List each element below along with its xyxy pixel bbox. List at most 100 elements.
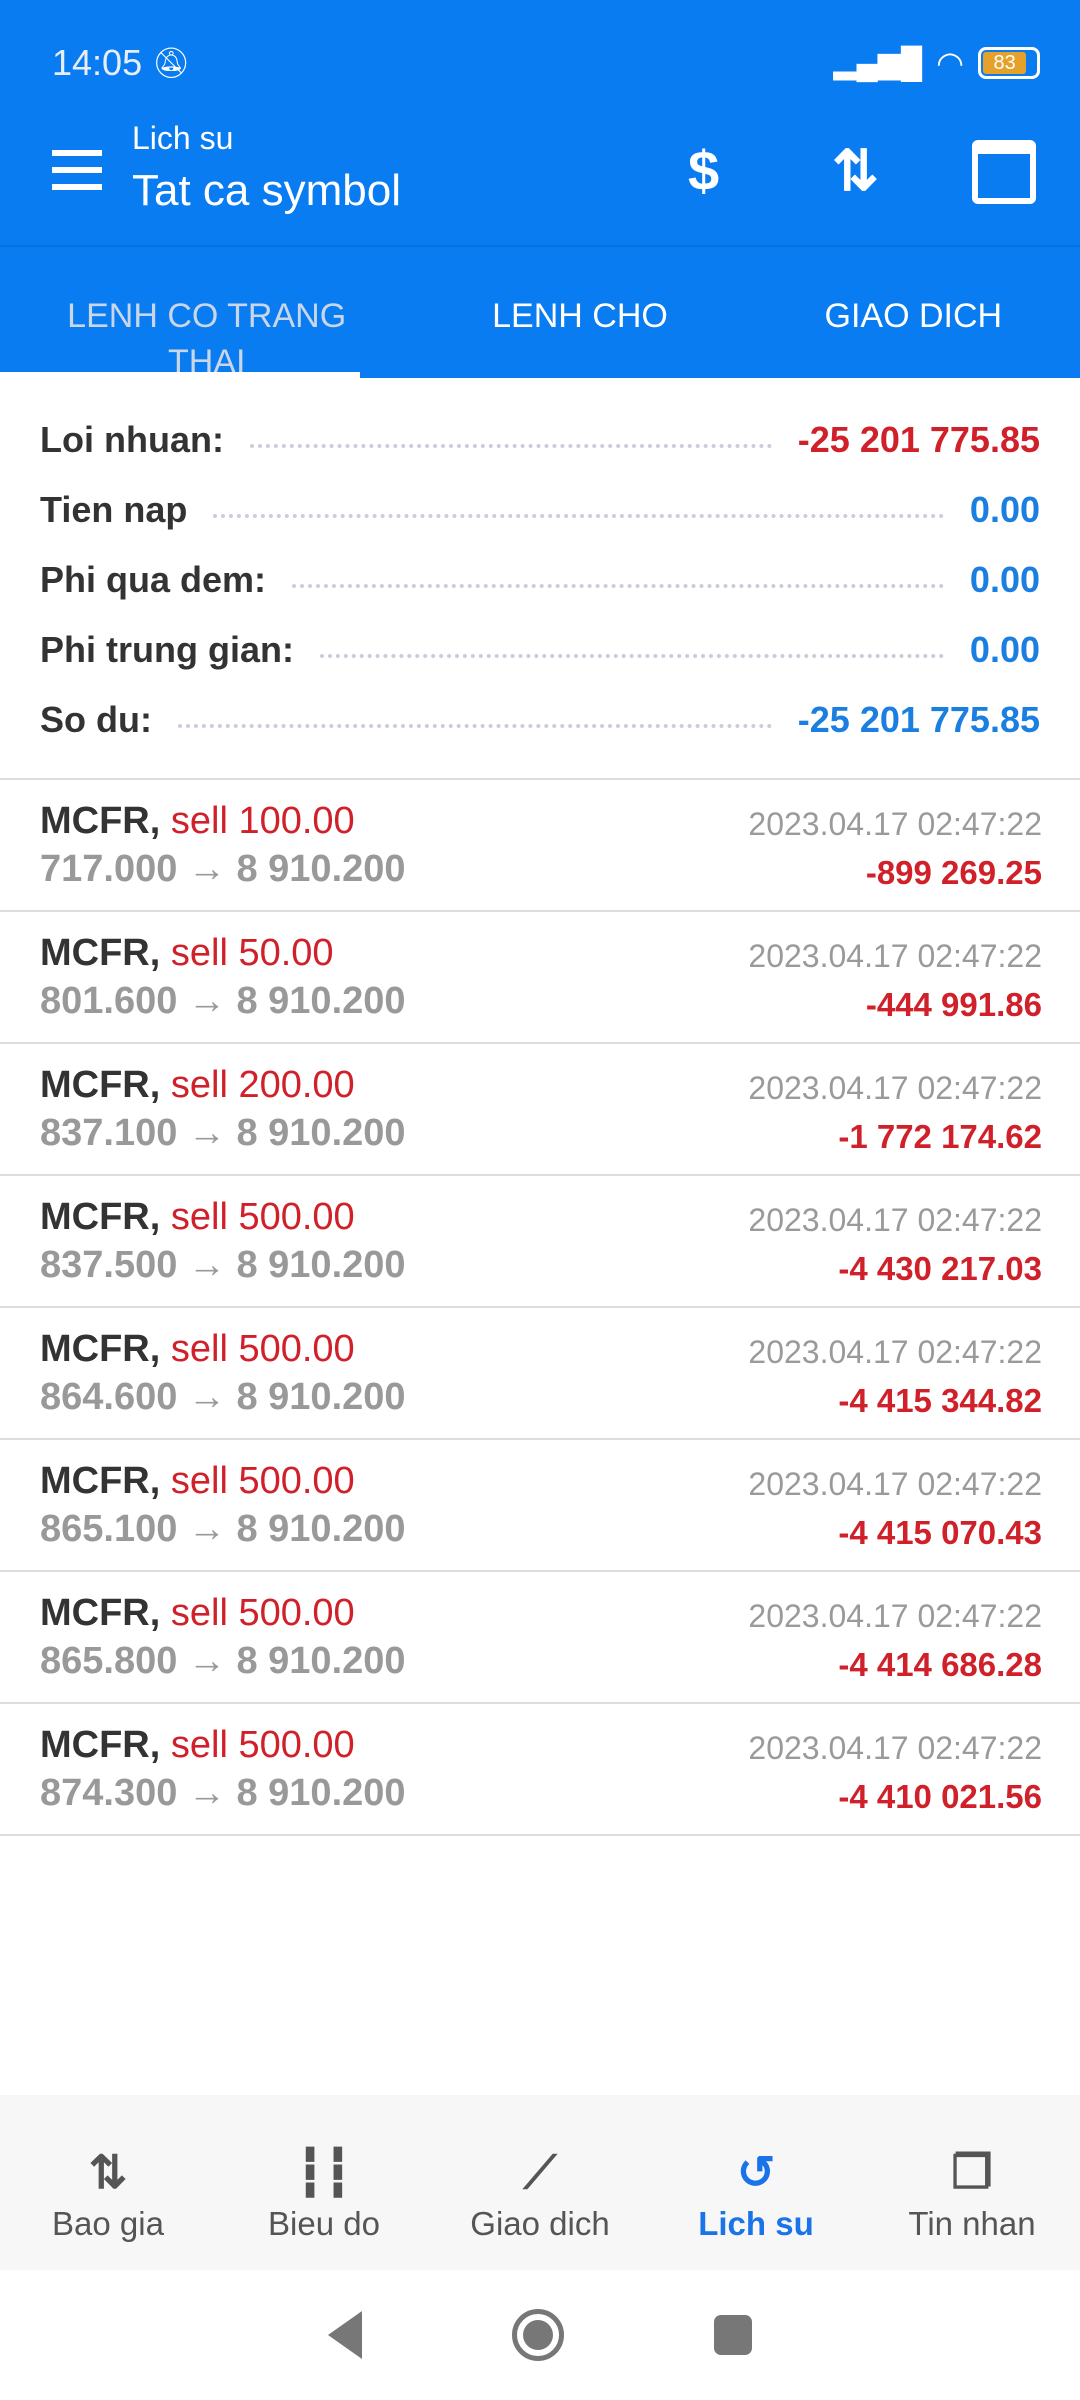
- trade-prices: 837.100 → 8 910.200: [40, 1112, 406, 1154]
- trade-symbol: MCFR,: [40, 1724, 161, 1766]
- trade-title: MCFR, sell 500.00: [40, 1460, 355, 1503]
- summary-value: 0.00: [969, 629, 1040, 670]
- candlestick-icon: ┇┇: [296, 2146, 352, 2198]
- dot-leader: [319, 654, 944, 658]
- summary-label: So du:: [40, 699, 152, 740]
- trade-time: 2023.04.17 02:47:22: [748, 1598, 1042, 1634]
- nav-chart[interactable]: ┇┇ Bieu do: [216, 2095, 432, 2270]
- trade-profit: -4 414 686.28: [838, 1646, 1042, 1683]
- trade-time: 2023.04.17 02:47:22: [748, 1202, 1042, 1238]
- summary-value: -25 201 775.85: [797, 419, 1040, 460]
- trade-row[interactable]: MCFR, sell 200.00 837.100 → 8 910.200 2023…: [0, 1044, 1080, 1176]
- summary: Loi nhuan: -25 201 775.85 Tien nap 0.00 Phi …: [40, 405, 1040, 755]
- symbol-selector[interactable]: Tat ca symbol: [132, 166, 401, 215]
- signal-icon: ▂▄▆█: [833, 46, 923, 80]
- trade-side: sell 500.00: [170, 1724, 355, 1766]
- trade-title: MCFR, sell 100.00: [40, 800, 355, 843]
- nav-messages[interactable]: ❐ Tin nhan: [864, 2095, 1080, 2270]
- trade-prices: 865.800 → 8 910.200: [40, 1640, 406, 1682]
- chat-icon: ❐: [951, 2146, 993, 2198]
- summary-row: Phi qua dem: 0.00: [40, 545, 1040, 615]
- bottom-nav: ⇅ Bao gia ┇┇ Bieu do ⟋ Giao dich ↺ Lich su ❐…: [0, 2095, 1080, 2270]
- trade-prices: 865.100 → 8 910.200: [40, 1508, 406, 1550]
- trade-side: sell 500.00: [170, 1460, 355, 1502]
- trade-row[interactable]: MCFR, sell 50.00 801.600 → 8 910.200 2023.…: [0, 912, 1080, 1044]
- trade-profit: -1 772 174.62: [838, 1118, 1042, 1155]
- calendar-icon[interactable]: [972, 140, 1036, 204]
- nav-trade[interactable]: ⟋ Giao dich: [432, 2095, 648, 2270]
- tab-orders[interactable]: LENH CHO: [492, 297, 668, 335]
- toolbar: Lich su Tat ca symbol $ ⇅: [0, 120, 1080, 245]
- nav-label: Giao dich: [470, 2205, 610, 2242]
- arrows-up-down-icon: ⇅: [88, 2146, 128, 2198]
- recents-icon[interactable]: [714, 2315, 752, 2355]
- history-icon: ↺: [736, 2146, 776, 2198]
- trade-side: sell 50.00: [170, 932, 334, 974]
- trade-symbol: MCFR,: [40, 932, 161, 974]
- nav-label: Tin nhan: [908, 2205, 1036, 2242]
- status-bar: 14:05 🔕︎ ▂▄▆█ ◠ 83: [52, 38, 1040, 88]
- summary-label: Phi trung gian:: [40, 629, 294, 670]
- trade-profit: -4 415 070.43: [838, 1514, 1042, 1551]
- back-icon[interactable]: [328, 2311, 362, 2359]
- trade-profit: -899 269.25: [865, 854, 1042, 891]
- wifi-icon: ◠: [936, 45, 964, 81]
- trade-side: sell 200.00: [170, 1064, 355, 1106]
- tab-indicator: [0, 372, 360, 378]
- trade-symbol: MCFR,: [40, 1196, 161, 1238]
- trade-row[interactable]: MCFR, sell 500.00 864.600 → 8 910.200 2023…: [0, 1308, 1080, 1440]
- trade-symbol: MCFR,: [40, 1064, 161, 1106]
- trade-row[interactable]: MCFR, sell 500.00 837.500 → 8 910.200 2023…: [0, 1176, 1080, 1308]
- trade-side: sell 100.00: [170, 800, 355, 842]
- trade-symbol: MCFR,: [40, 1328, 161, 1370]
- trade-profit: -4 410 021.56: [838, 1778, 1042, 1815]
- trade-side: sell 500.00: [170, 1196, 355, 1238]
- trade-time: 2023.04.17 02:47:22: [748, 1730, 1042, 1766]
- battery-icon: 83: [978, 47, 1040, 79]
- menu-icon[interactable]: [52, 150, 102, 190]
- trade-time: 2023.04.17 02:47:22: [748, 1466, 1042, 1502]
- trade-profit: -444 991.86: [865, 986, 1042, 1023]
- trade-profit: -4 415 344.82: [838, 1382, 1042, 1419]
- trade-row[interactable]: MCFR, sell 500.00 865.800 → 8 910.200 2023…: [0, 1572, 1080, 1704]
- summary-row: Tien nap 0.00: [40, 475, 1040, 545]
- trade-side: sell 500.00: [170, 1328, 355, 1370]
- trade-list: MCFR, sell 100.00 717.000 → 8 910.200 2023…: [0, 778, 1080, 1836]
- currency-exchange-icon[interactable]: $: [688, 139, 720, 202]
- summary-label: Loi nhuan:: [40, 419, 224, 460]
- trade-row[interactable]: MCFR, sell 100.00 717.000 → 8 910.200 2023…: [0, 780, 1080, 912]
- trade-symbol: MCFR,: [40, 1460, 161, 1502]
- nav-history[interactable]: ↺ Lich su: [648, 2095, 864, 2270]
- home-icon[interactable]: [512, 2309, 564, 2361]
- summary-row: So du: -25 201 775.85: [40, 685, 1040, 755]
- summary-value: -25 201 775.85: [797, 699, 1040, 740]
- trade-title: MCFR, sell 500.00: [40, 1196, 355, 1239]
- tab-deals[interactable]: GIAO DICH: [824, 297, 1003, 335]
- trade-profit: -4 430 217.03: [838, 1250, 1042, 1287]
- trade-row[interactable]: MCFR, sell 500.00 865.100 → 8 910.200 2023…: [0, 1440, 1080, 1572]
- divider: [0, 245, 1080, 247]
- trade-row[interactable]: MCFR, sell 500.00 874.300 → 8 910.200 2023…: [0, 1704, 1080, 1836]
- nav-quotes[interactable]: ⇅ Bao gia: [0, 2095, 216, 2270]
- summary-value: 0.00: [969, 489, 1040, 530]
- trade-prices: 717.000 → 8 910.200: [40, 848, 406, 890]
- trend-line-icon: ⟋: [523, 2146, 557, 2198]
- clock: 14:05: [52, 42, 143, 83]
- tab-positions[interactable]: LENH CO TRANG THAI: [67, 297, 347, 381]
- trade-title: MCFR, sell 50.00: [40, 932, 334, 975]
- dot-leader: [292, 584, 944, 588]
- trade-title: MCFR, sell 200.00: [40, 1064, 355, 1107]
- battery-level: 83: [983, 52, 1027, 74]
- dot-leader: [177, 724, 772, 728]
- trade-prices: 864.600 → 8 910.200: [40, 1376, 406, 1418]
- dot-leader: [249, 444, 772, 448]
- summary-label: Phi qua dem:: [40, 559, 267, 600]
- summary-label: Tien nap: [40, 489, 188, 530]
- nav-label: Lich su: [698, 2205, 814, 2242]
- trade-title: MCFR, sell 500.00: [40, 1592, 355, 1635]
- nav-label: Bao gia: [52, 2205, 164, 2242]
- sort-icon[interactable]: ⇅: [832, 139, 879, 202]
- dot-leader: [213, 514, 944, 518]
- trade-title: MCFR, sell 500.00: [40, 1724, 355, 1767]
- trade-symbol: MCFR,: [40, 800, 161, 842]
